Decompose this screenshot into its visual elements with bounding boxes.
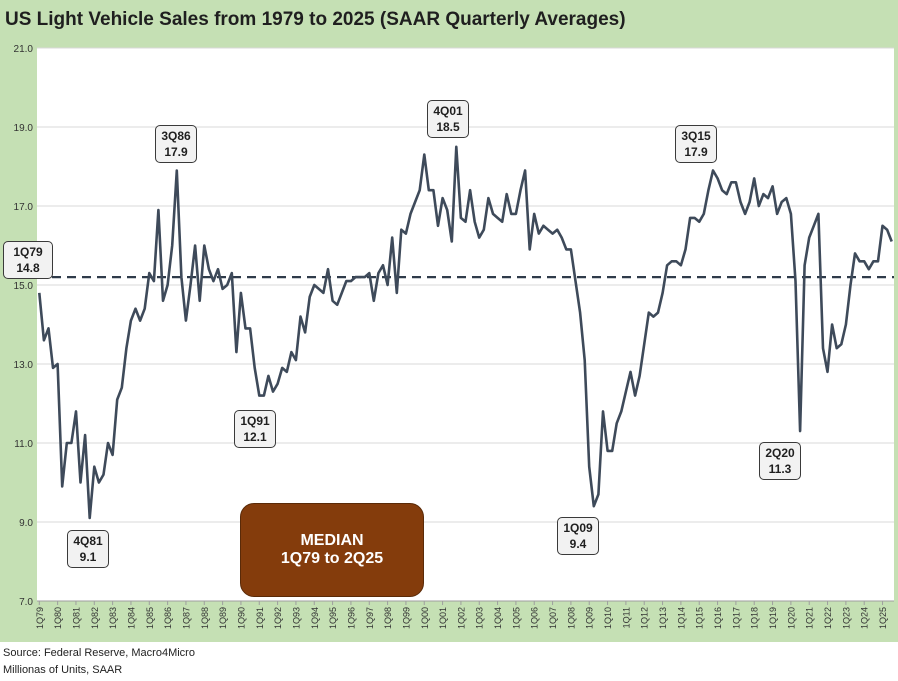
x-tick-label: 1Q07 [548, 607, 558, 629]
x-tick-label: 1Q83 [108, 607, 118, 629]
x-tick-label: 1Q79 [35, 607, 45, 629]
x-tick-label: 1Q15 [695, 607, 705, 629]
x-tick-label: 1Q86 [163, 607, 173, 629]
y-axis-ticks: 7.0 9.0 11.0 13.0 15.0 17.0 19.0 21.0 [14, 44, 34, 608]
units-note: Millionas of Units, SAAR [3, 664, 123, 676]
annotation-label: 3Q86 [161, 129, 191, 143]
annotation-value: 12.1 [243, 430, 267, 444]
x-tick-label: 1Q90 [236, 607, 246, 629]
x-tick-label: 1Q23 [841, 607, 851, 629]
y-tick-label: 21.0 [14, 44, 34, 55]
x-tick-label: 1Q96 [346, 607, 356, 629]
x-tick-label: 1Q14 [676, 607, 686, 629]
x-tick-label: 1Q91 [255, 607, 265, 629]
annotation-label: 4Q81 [73, 534, 103, 548]
y-tick-label: 11.0 [14, 439, 33, 450]
x-tick-label: 1Q20 [786, 607, 796, 629]
y-tick-label: 17.0 [14, 202, 34, 213]
x-tick-label: 1Q84 [126, 607, 136, 629]
x-tick-label: 1Q87 [181, 607, 191, 629]
annotation-4q81: 4Q81 9.1 [67, 530, 109, 568]
y-tick-label: 15.0 [14, 281, 34, 292]
x-axis-ticks: 1Q79 1Q80 1Q81 1Q82 1Q83 1Q84 1Q85 1Q86 1Q87 1Q88… [35, 600, 894, 629]
x-tick-label: 1Q98 [383, 607, 393, 629]
x-tick-label: 1Q06 [530, 607, 540, 629]
annotation-value: 9.4 [569, 537, 587, 551]
line-chart: 7.09.011.013.015.017.019.021.0 1Q79 1Q80 1… [14, 44, 894, 629]
chart-title: US Light Vehicle Sales from 1979 to 2025… [5, 9, 626, 30]
x-tick-label: 1Q13 [658, 607, 668, 629]
x-tick-label: 1Q17 [731, 607, 741, 629]
x-tick-label: 1Q24 [860, 607, 870, 629]
x-tick-label: 1Q19 [768, 607, 778, 629]
annotation-label: 1Q91 [240, 414, 270, 428]
annotation-label: 4Q01 [433, 104, 463, 118]
annotation-3q86: 3Q86 17.9 [155, 125, 197, 163]
x-tick-label: 1Q04 [493, 607, 503, 629]
source-note: Source: Federal Reserve, Macro4Micro [3, 647, 195, 659]
x-tick-label: 1Q05 [511, 607, 521, 629]
x-tick-label: 1Q11 [621, 607, 631, 628]
y-tick-label: 13.0 [14, 360, 34, 371]
annotation-value: 18.5 [436, 120, 460, 134]
x-tick-label: 1Q81 [71, 607, 81, 629]
x-tick-label: 1Q25 [878, 607, 888, 629]
x-tick-label: 1Q93 [291, 607, 301, 629]
annotation-2q20: 2Q20 11.3 [759, 442, 801, 480]
x-tick-label: 1Q12 [640, 607, 650, 629]
annotation-value: 14.8 [16, 261, 40, 275]
annotation-value: 11.3 [768, 462, 792, 476]
annotation-1q09: 1Q09 9.4 [557, 517, 599, 555]
x-tick-label: 1Q97 [365, 607, 375, 629]
y-tick-label: 9.0 [19, 518, 33, 529]
annotation-1q79: 1Q79 14.8 [3, 241, 53, 279]
y-tick-label: 19.0 [14, 123, 34, 134]
median-label-box: MEDIAN 1Q79 to 2Q25 [240, 503, 424, 597]
x-tick-label: 1Q08 [566, 607, 576, 629]
x-tick-label: 1Q92 [273, 607, 283, 629]
x-tick-label: 1Q09 [585, 607, 595, 629]
series-line [38, 145, 893, 520]
x-tick-label: 1Q85 [145, 607, 155, 629]
x-tick-label: 1Q95 [328, 607, 338, 629]
x-tick-label: 1Q18 [750, 607, 760, 629]
x-tick-label: 1Q01 [438, 607, 448, 629]
annotation-label: 1Q09 [563, 521, 593, 535]
x-tick-label: 1Q21 [805, 607, 815, 629]
x-tick-label: 1Q94 [310, 607, 320, 629]
x-tick-label: 1Q22 [823, 607, 833, 629]
annotation-1q91: 1Q91 12.1 [234, 410, 276, 448]
annotation-label: 2Q20 [765, 446, 795, 460]
annotation-value: 17.9 [164, 145, 188, 159]
x-tick-label: 1Q16 [713, 607, 723, 629]
x-tick-label: 1Q88 [200, 607, 210, 629]
x-tick-label: 1Q89 [218, 607, 228, 629]
x-tick-label: 1Q02 [456, 607, 466, 629]
y-tick-label: 7.0 [19, 597, 33, 608]
annotation-value: 17.9 [684, 145, 708, 159]
median-label-line2: 1Q79 to 2Q25 [280, 550, 384, 567]
median-label-line1: MEDIAN [300, 532, 364, 549]
x-tick-label: 1Q03 [475, 607, 485, 629]
annotation-value: 9.1 [79, 550, 97, 564]
x-tick-label: 1Q10 [603, 607, 613, 629]
x-tick-label: 1Q00 [420, 607, 430, 629]
x-tick-label: 1Q80 [53, 607, 63, 629]
annotation-3q15: 3Q15 17.9 [675, 125, 717, 163]
annotation-label: 1Q79 [13, 245, 43, 259]
x-tick-label: 1Q82 [90, 607, 100, 629]
x-tick-label: 1Q99 [401, 607, 411, 629]
annotation-label: 3Q15 [681, 129, 711, 143]
annotation-4q01: 4Q01 18.5 [427, 100, 469, 138]
